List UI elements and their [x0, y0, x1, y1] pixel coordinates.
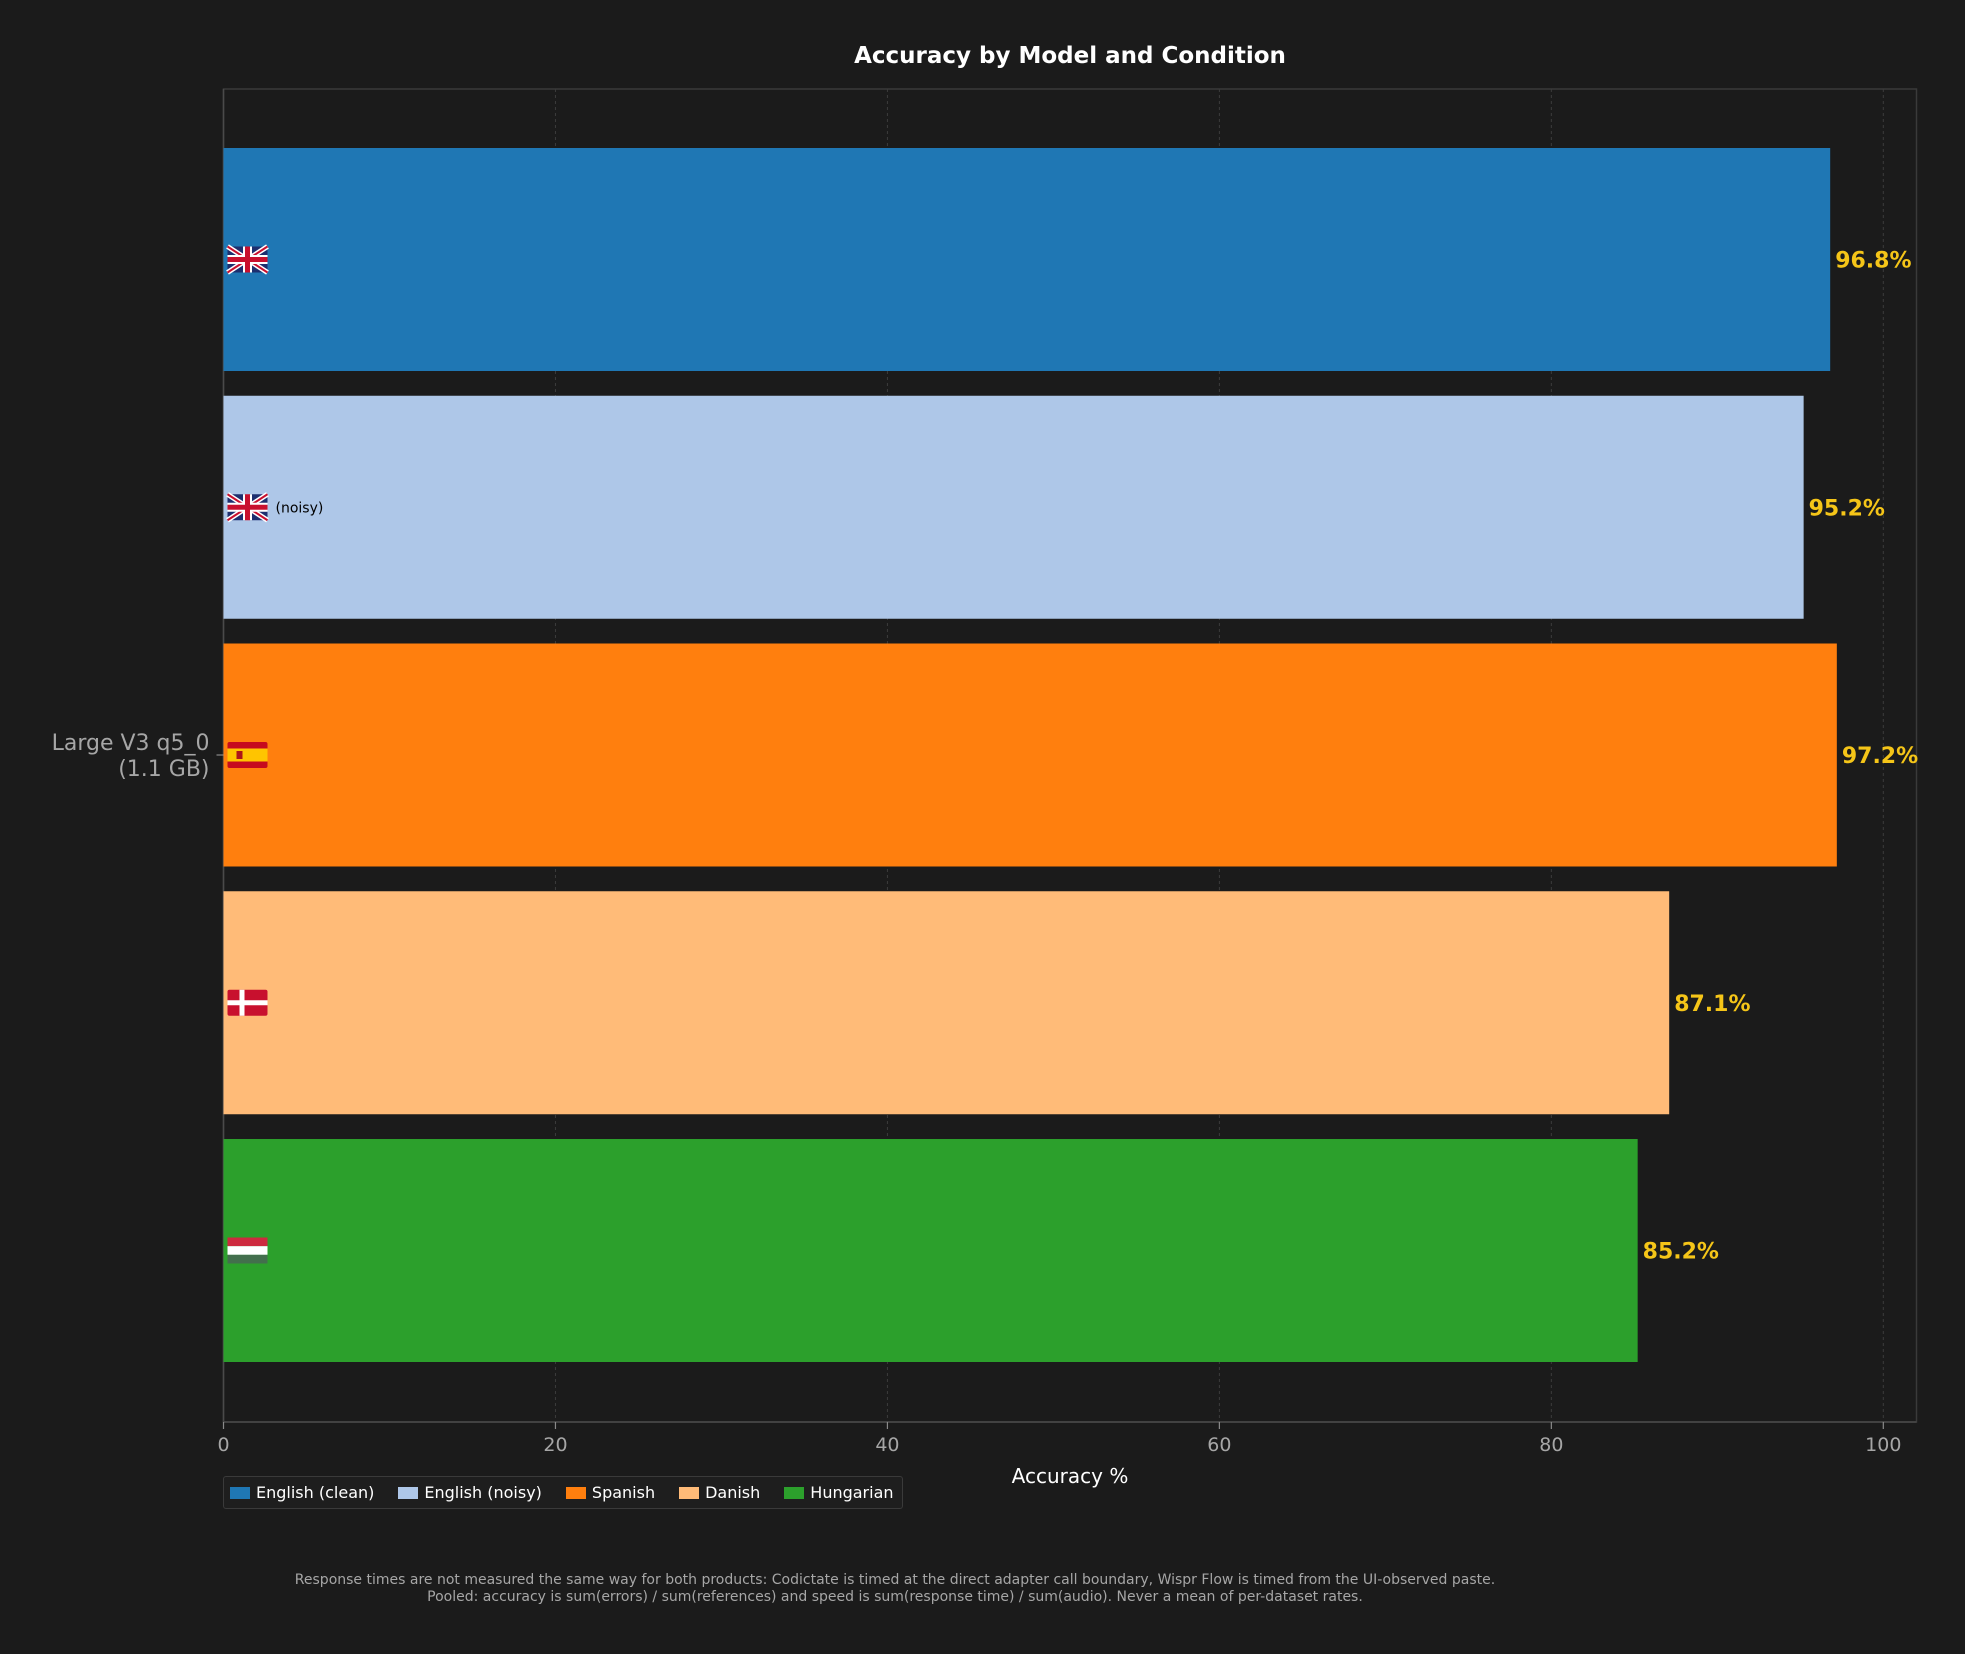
bar-value-label: 97.2% [1842, 744, 1918, 769]
legend-label: Spanish [591, 1483, 656, 1502]
legend-item-english-noisy[interactable]: English (noisy) [398, 1483, 542, 1502]
footnote-line-1: Response times are not measured the same… [294, 1572, 1496, 1588]
x-tick-label: 0 [217, 1434, 229, 1456]
x-tick-label: 60 [1207, 1434, 1231, 1456]
x-tick-label: 20 [543, 1434, 567, 1456]
legend-swatch [679, 1486, 700, 1499]
x-tick-label: 100 [1865, 1434, 1901, 1456]
bar [223, 395, 1804, 619]
legend-item-spanish[interactable]: Spanish [565, 1483, 656, 1502]
legend-label: Danish [705, 1483, 761, 1502]
x-axis-label: Accuracy % [1012, 1464, 1129, 1488]
bar [223, 148, 1831, 371]
chart-legend: English (clean) English (noisy) Spanish … [223, 1476, 903, 1509]
x-tick-label: 80 [1539, 1434, 1563, 1456]
legend-swatch [784, 1486, 805, 1499]
bar-value-label: 95.2% [1809, 496, 1885, 521]
legend-swatch [565, 1486, 586, 1499]
bar-value-label: 96.8% [1835, 249, 1911, 274]
legend-item-english-clean[interactable]: English (clean) [230, 1483, 374, 1502]
footnote-line-2: Pooled: accuracy is sum(errors) / sum(re… [427, 1589, 1363, 1605]
y-tick-label: Large V3 q5_0 [52, 731, 210, 756]
bar-value-label: 85.2% [1643, 1240, 1719, 1265]
bar [223, 1139, 1638, 1362]
legend-swatch [398, 1486, 419, 1499]
bar [223, 643, 1837, 867]
legend-item-hungarian[interactable]: Hungarian [784, 1483, 894, 1502]
legend-item-danish[interactable]: Danish [679, 1483, 760, 1502]
flag-icon-gb [227, 257, 268, 262]
flag-icon-hu [227, 1237, 268, 1247]
flag-icon-gb [227, 504, 268, 510]
legend-label: English (noisy) [424, 1483, 542, 1502]
flag-icon-es [227, 748, 268, 762]
flag-icon-hu [227, 1246, 268, 1255]
legend-swatch [230, 1486, 250, 1499]
chart-footnote: Response times are not measured the same… [0, 1572, 1790, 1606]
legend-label: English (clean) [256, 1483, 375, 1502]
bar [223, 891, 1670, 1115]
chart-title: Accuracy by Model and Condition [854, 43, 1286, 69]
flag-icon-hu [227, 1254, 268, 1264]
y-tick-label: (1.1 GB) [118, 757, 209, 782]
flag-icon-dk [227, 1000, 268, 1006]
bar-suffix-label: (noisy) [276, 500, 324, 516]
flag-icon-es [236, 751, 243, 759]
bar-value-label: 87.1% [1674, 992, 1750, 1017]
legend-label: Hungarian [810, 1483, 894, 1502]
x-tick-label: 40 [875, 1434, 899, 1456]
